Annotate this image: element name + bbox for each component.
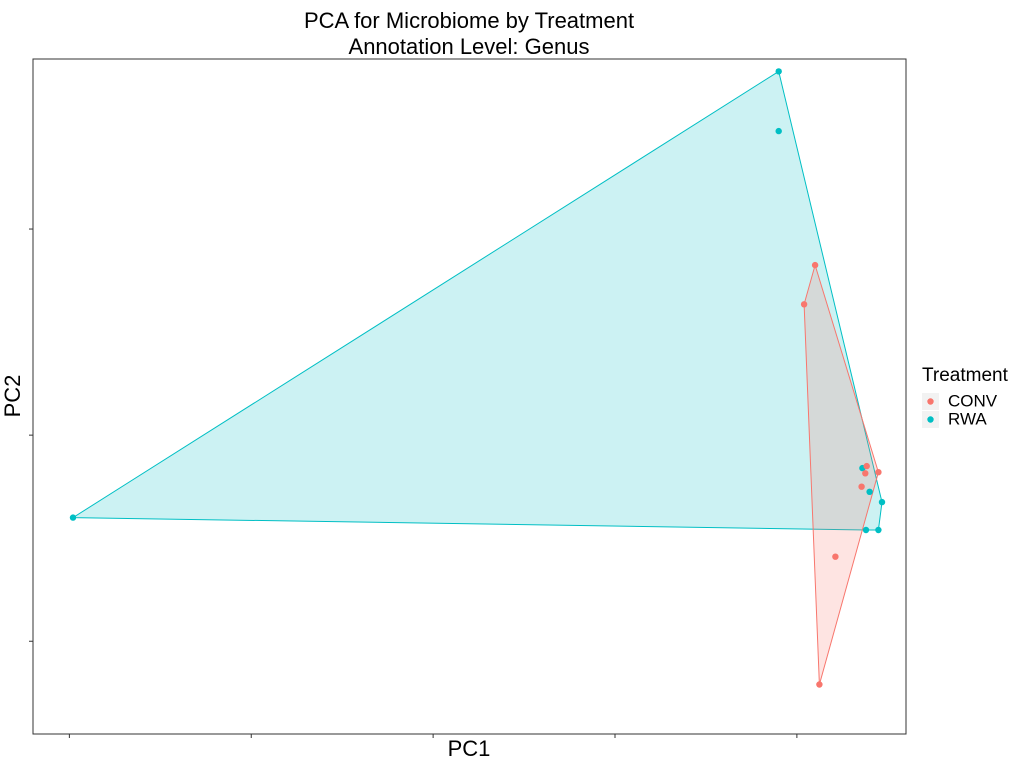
point-conv bbox=[832, 553, 839, 560]
legend-item-rwa: RWA bbox=[922, 409, 987, 428]
hull-rwa bbox=[71, 70, 883, 531]
legend-title: Treatment bbox=[922, 365, 1009, 386]
point-rwa bbox=[775, 68, 782, 75]
legend-marker bbox=[927, 398, 934, 405]
legend-item-conv: CONV bbox=[922, 391, 998, 410]
chart-title: PCA for Microbiome by Treatment bbox=[304, 8, 634, 33]
plot-panel bbox=[32, 58, 907, 735]
hulls-layer bbox=[71, 70, 883, 685]
point-rwa bbox=[866, 488, 873, 495]
point-conv bbox=[858, 483, 865, 490]
points-layer bbox=[69, 68, 886, 688]
point-conv bbox=[816, 681, 823, 688]
point-conv bbox=[862, 470, 869, 477]
point-rwa bbox=[862, 526, 870, 534]
point-rwa bbox=[69, 514, 77, 521]
legend: Treatment CONV RWA bbox=[922, 365, 1009, 428]
point-rwa bbox=[775, 127, 782, 135]
y-axis-title: PC2 bbox=[0, 375, 25, 418]
point-conv bbox=[863, 462, 870, 470]
ticks-layer bbox=[29, 228, 798, 738]
point-conv bbox=[811, 261, 819, 269]
point-rwa bbox=[878, 498, 886, 506]
point-conv bbox=[875, 469, 882, 476]
legend-marker bbox=[927, 416, 934, 423]
legend-label-rwa: RWA bbox=[948, 409, 987, 428]
chart-subtitle: Annotation Level: Genus bbox=[349, 34, 590, 59]
point-conv bbox=[800, 301, 808, 308]
point-rwa bbox=[875, 526, 882, 534]
legend-label-conv: CONV bbox=[948, 391, 998, 410]
x-axis-title: PC1 bbox=[448, 736, 491, 761]
